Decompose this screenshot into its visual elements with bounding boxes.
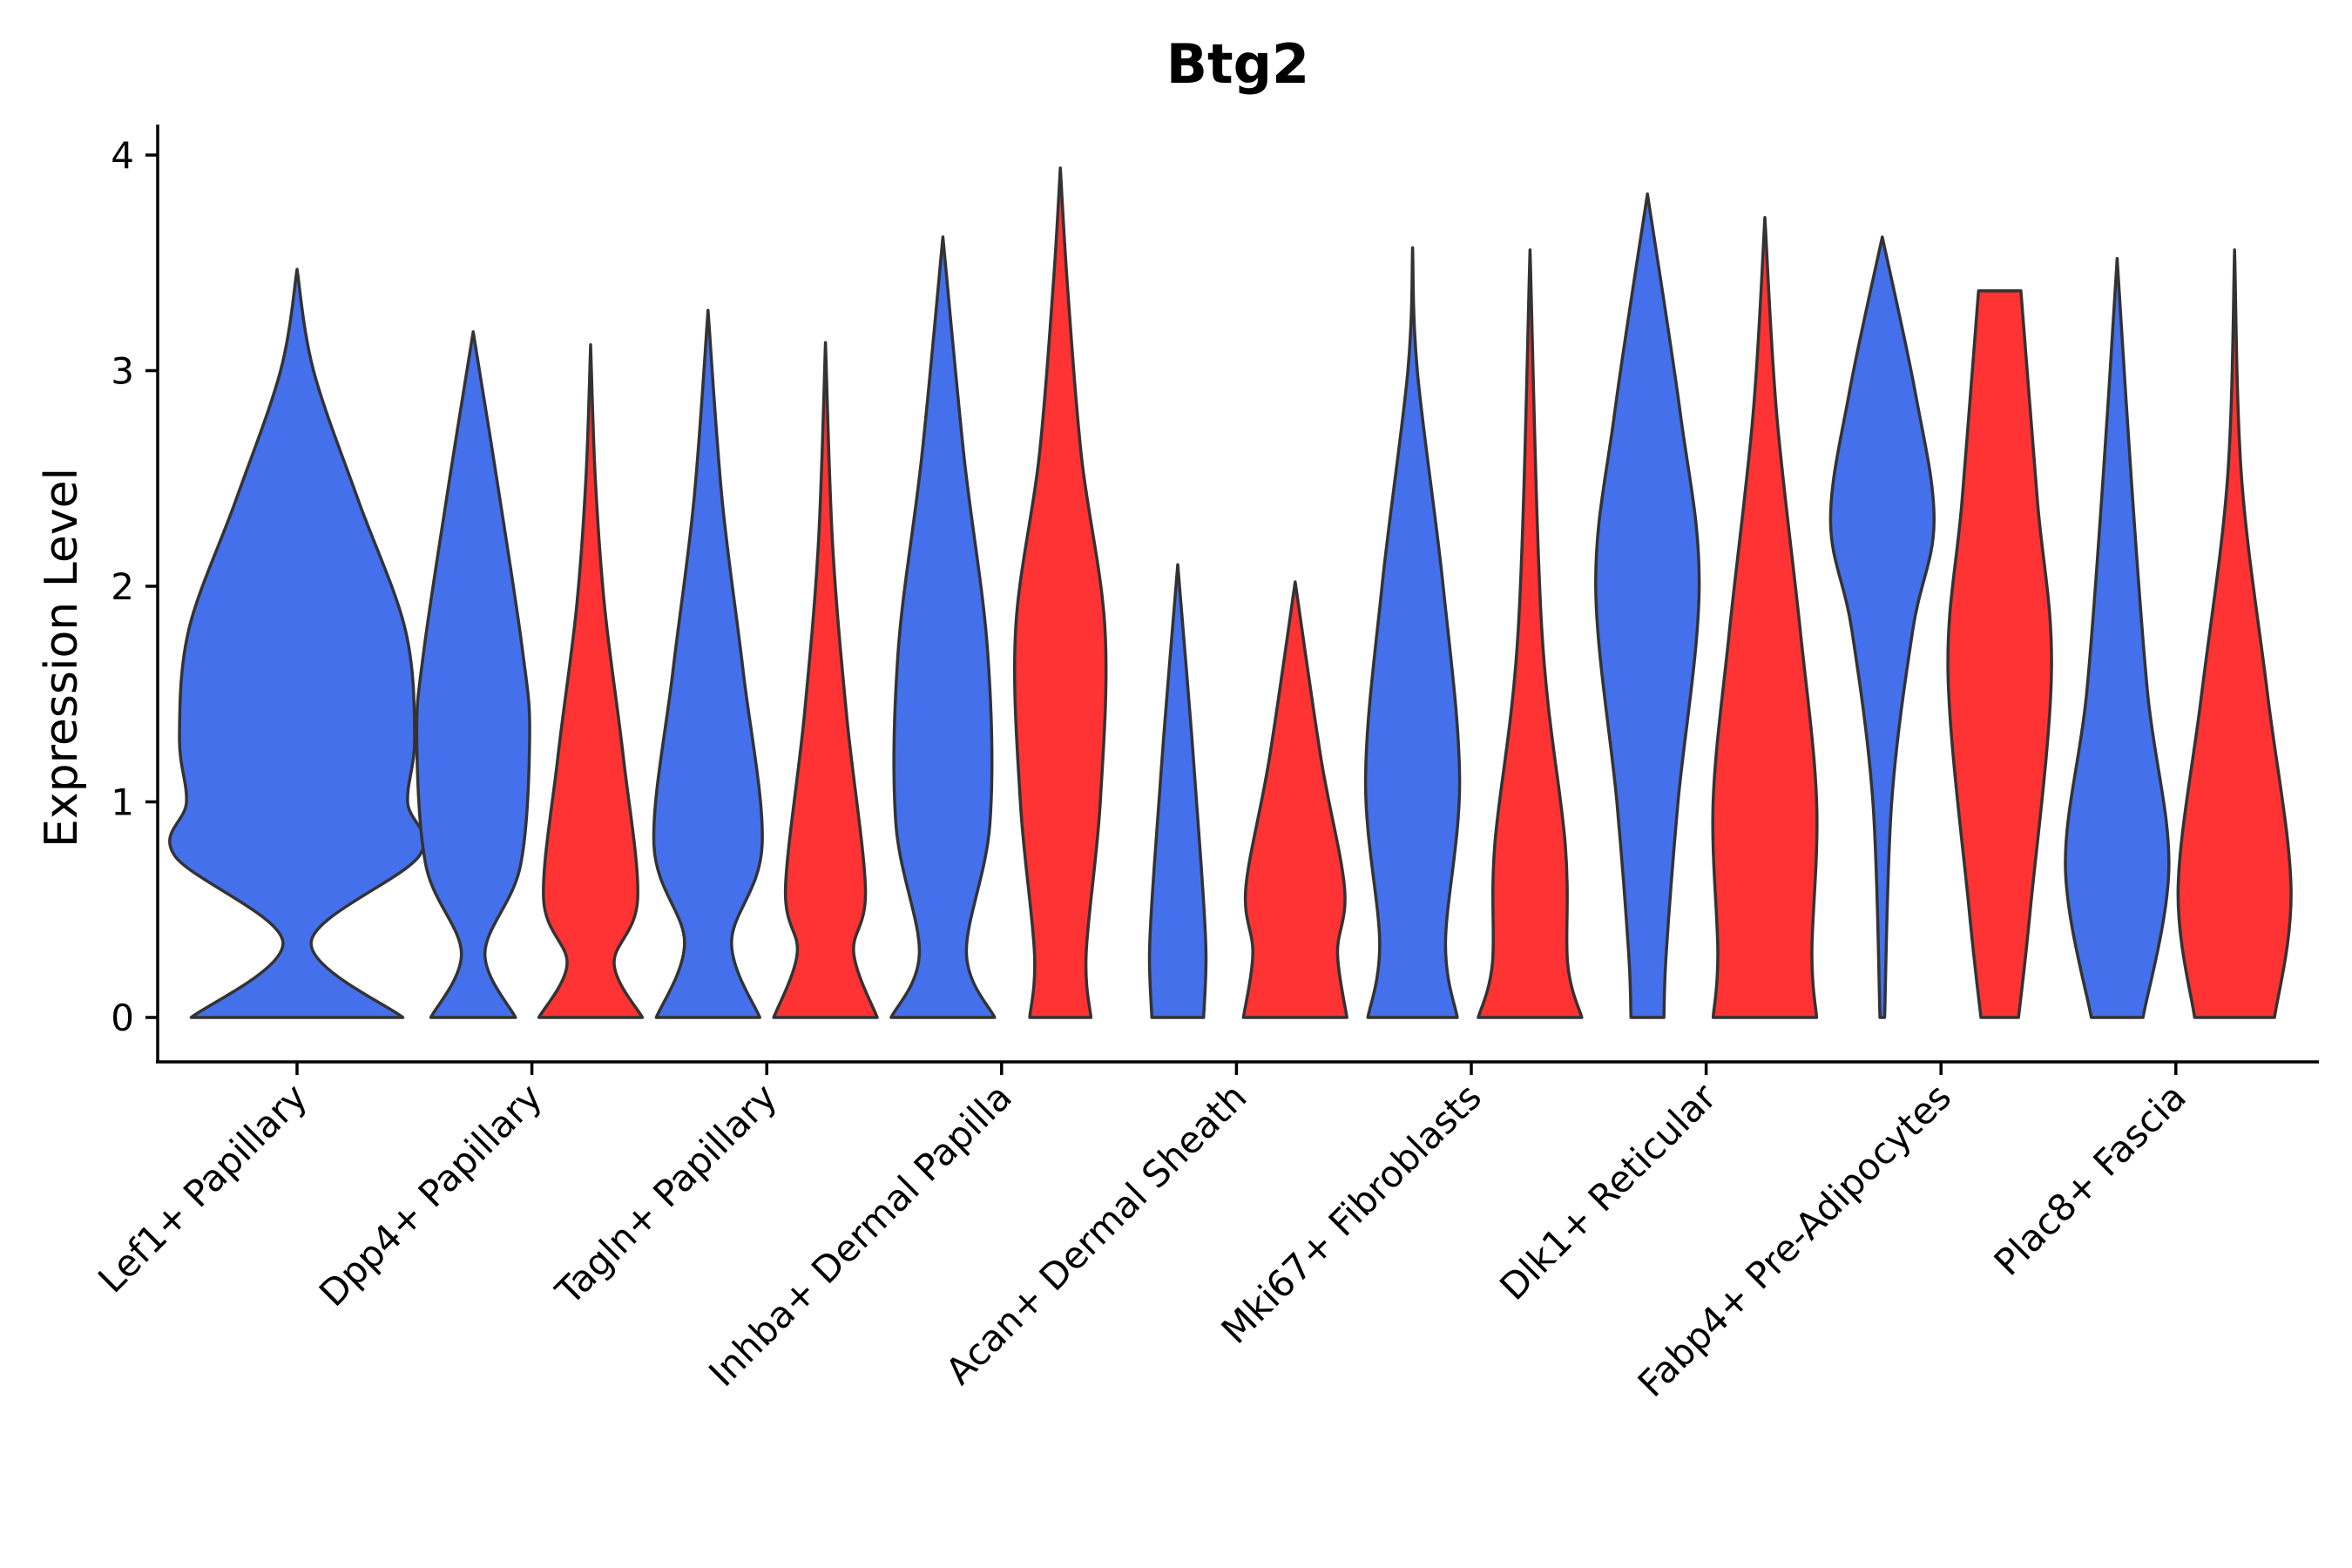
violin-fabp4-pre-adipocytes-left xyxy=(1828,235,1936,1019)
violin-plac8-fascia-left xyxy=(2064,257,2171,1019)
violin-lef1-papillary-single xyxy=(168,267,426,1019)
y-tick-label: 0 xyxy=(111,997,134,1039)
x-tick-label-mki67-fibroblasts: Mki67+ Fibroblasts xyxy=(1213,1075,1490,1351)
violin-acan-dermal-sheath-right xyxy=(1241,580,1348,1019)
x-tick-label-dlk1-reticular: Dlk1+ Reticular xyxy=(1491,1075,1725,1308)
y-tick-label: 4 xyxy=(111,134,134,177)
y-tick-label: 2 xyxy=(111,565,134,608)
violin-dlk1-reticular-left xyxy=(1594,192,1701,1019)
violin-mki67-fibroblasts-left xyxy=(1363,246,1462,1019)
violin-dpp4-papillary-left xyxy=(415,330,531,1019)
y-tick-label: 1 xyxy=(111,781,134,824)
violin-tagln-papillary-left xyxy=(652,308,764,1019)
y-ticks: 0 1 2 3 4 xyxy=(111,134,158,1039)
x-tick-label-lef1-papillary: Lef1+ Papillary xyxy=(90,1075,315,1301)
violin-tagln-papillary-right xyxy=(772,341,879,1019)
y-axis-label: Expression Level xyxy=(36,468,88,848)
violin-fabp4-pre-adipocytes-right xyxy=(1946,289,2053,1019)
x-tick-label-plac8-fascia: Plac8+ Fascia xyxy=(1986,1075,2194,1283)
violin-dpp4-papillary-right xyxy=(537,343,645,1019)
x-tick-label-tagln-papillary: Tagln+ Papillary xyxy=(547,1075,785,1313)
violin-mki67-fibroblasts-right xyxy=(1477,248,1584,1019)
violin-dlk1-reticular-right xyxy=(1711,216,1819,1019)
violins-layer xyxy=(168,166,2293,1019)
violin-plac8-fascia-right xyxy=(2176,248,2293,1019)
violin-inhba-dermal-papilla-right xyxy=(1012,166,1108,1019)
chart-title: Btg2 xyxy=(1166,32,1309,96)
violin-inhba-dermal-papilla-left xyxy=(889,235,997,1019)
y-tick-label: 3 xyxy=(111,350,134,393)
x-tick-label-dpp4-papillary: Dpp4+ Papillary xyxy=(311,1075,551,1315)
violin-acan-dermal-sheath-left xyxy=(1147,563,1208,1019)
